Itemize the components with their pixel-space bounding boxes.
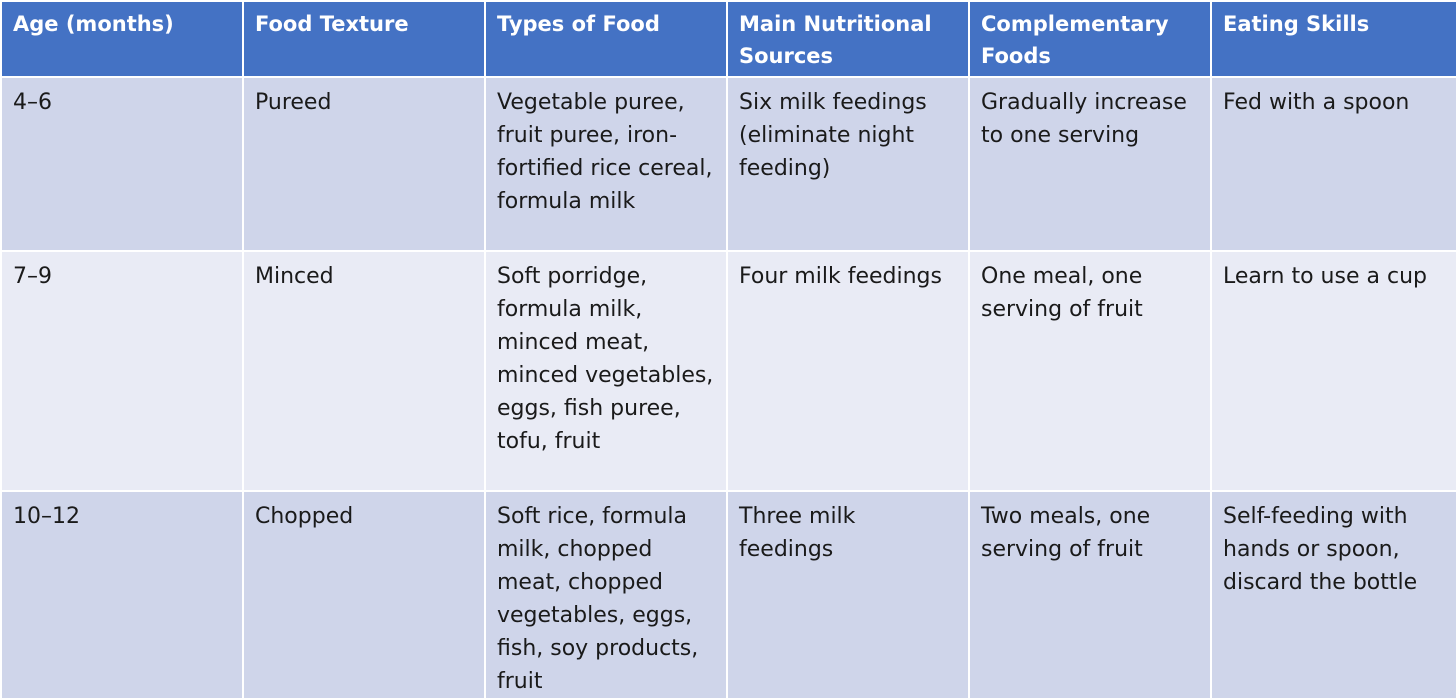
cell-food-texture: Chopped [242,490,486,700]
cell-eating-skills: Self-feeding with hands or spoon, discar… [1210,490,1456,700]
cell-main-nutritional-sources: Four milk feedings [726,250,970,492]
table-row: 7–9 Minced Soft porridge, formula milk, … [0,250,1456,492]
cell-complementary-foods: Gradually increase to one serving [968,76,1212,252]
cell-food-texture: Minced [242,250,486,492]
table-row: 4–6 Pureed Vegetable puree, fruit puree,… [0,76,1456,252]
cell-eating-skills: Learn to use a cup [1210,250,1456,492]
header-types-of-food: Types of Food [484,0,728,78]
header-food-texture: Food Texture [242,0,486,78]
cell-main-nutritional-sources: Six milk feedings (eliminate night feedi… [726,76,970,252]
header-complementary-foods: Complementary Foods [968,0,1212,78]
cell-age: 10–12 [0,490,244,700]
cell-main-nutritional-sources: Three milk feedings [726,490,970,700]
cell-types-of-food: Soft rice, formula milk, chopped meat, c… [484,490,728,700]
header-main-nutritional-sources: Main Nutritional Sources [726,0,970,78]
cell-eating-skills: Fed with a spoon [1210,76,1456,252]
table-row: 10–12 Chopped Soft rice, formula milk, c… [0,490,1456,700]
cell-complementary-foods: Two meals, one serving of fruit [968,490,1212,700]
cell-food-texture: Pureed [242,76,486,252]
cell-types-of-food: Soft porridge, formula milk, minced meat… [484,250,728,492]
table-header-row: Age (months) Food Texture Types of Food … [0,0,1456,78]
cell-age: 7–9 [0,250,244,492]
cell-types-of-food: Vegetable puree, fruit puree, iron-forti… [484,76,728,252]
header-age: Age (months) [0,0,244,78]
header-eating-skills: Eating Skills [1210,0,1456,78]
cell-age: 4–6 [0,76,244,252]
cell-complementary-foods: One meal, one serving of fruit [968,250,1212,492]
